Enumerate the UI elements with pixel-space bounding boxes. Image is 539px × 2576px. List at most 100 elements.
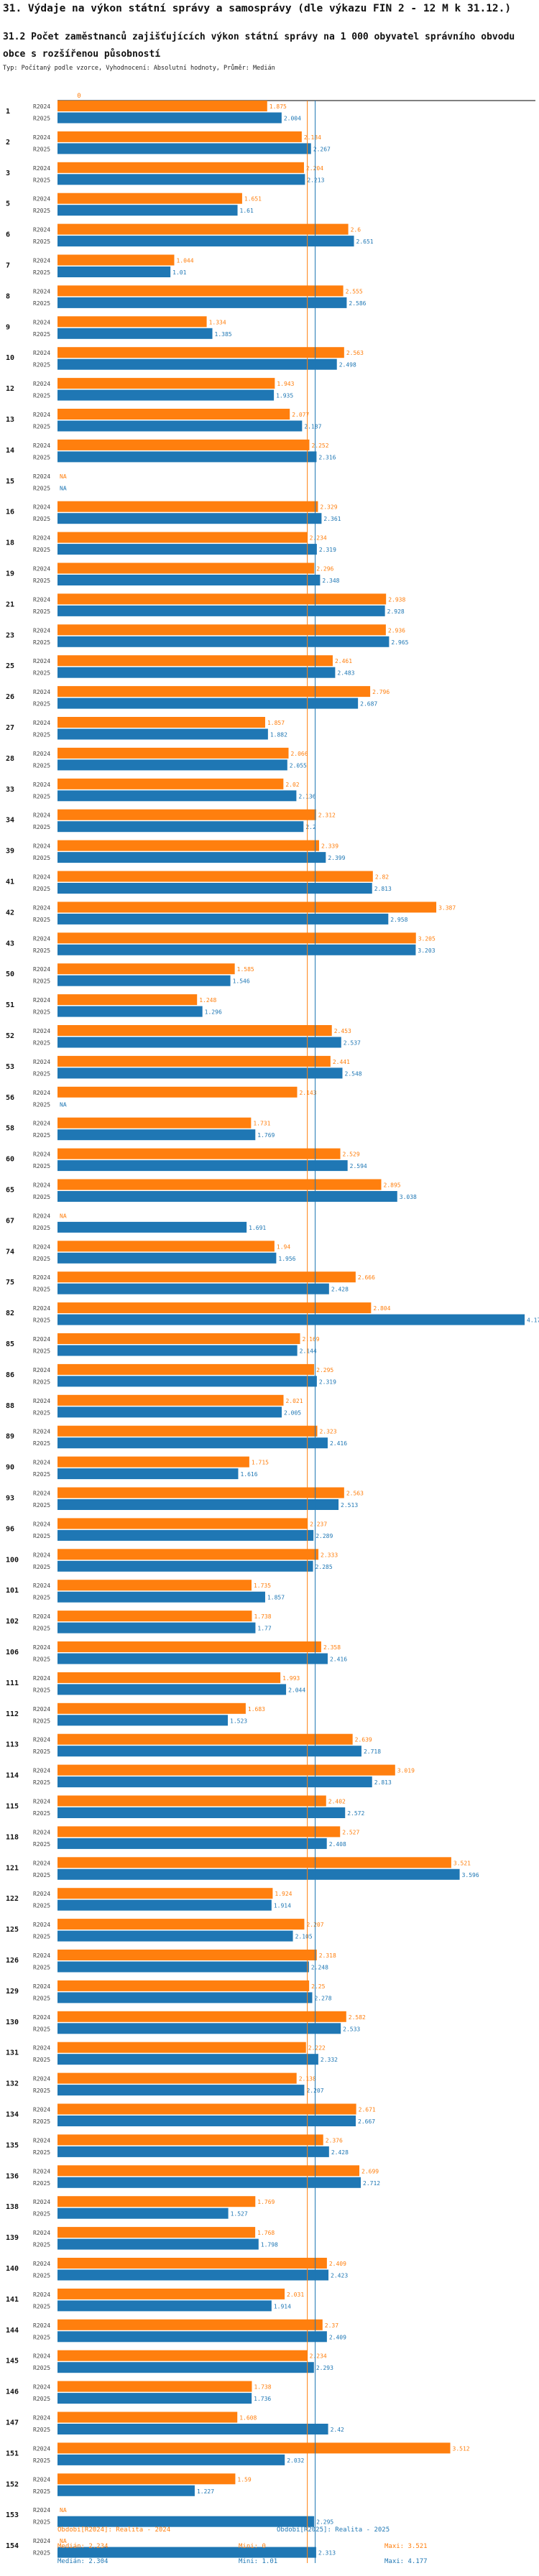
data-label: 3.038 [400, 1194, 417, 1200]
data-label: 2.237 [310, 1521, 327, 1527]
data-label: 2.02 [285, 782, 299, 788]
series-label: R2024 [33, 1737, 50, 1743]
data-label: 1.61 [240, 208, 254, 214]
data-label: 2.37 [325, 2322, 338, 2329]
series-label: R2024 [33, 1059, 50, 1065]
data-label: 2.312 [318, 812, 336, 819]
bar-r2024 [57, 809, 316, 820]
data-label: 3.019 [397, 1768, 415, 1774]
series-label: R2025 [33, 886, 50, 892]
category-label: 86 [6, 1371, 14, 1379]
series-label: R2025 [33, 2242, 50, 2248]
data-label: 2.563 [346, 1491, 364, 1497]
data-label: 2.143 [299, 1090, 316, 1096]
series-label: R2025 [33, 639, 50, 646]
data-label: 2.804 [373, 1305, 390, 1312]
bar-r2025 [57, 236, 354, 247]
category-label: 43 [6, 940, 14, 948]
data-label: 1.857 [267, 1595, 285, 1601]
data-label: 1.769 [257, 1132, 275, 1139]
category-label: 152 [6, 2480, 19, 2488]
bar-r2024 [57, 101, 267, 111]
data-label: 2.928 [387, 608, 405, 615]
data-label: 2.234 [310, 535, 327, 542]
data-label: 2.529 [343, 1152, 360, 1158]
series-label: R2024 [33, 2045, 50, 2052]
data-label: 1.914 [274, 1903, 291, 1909]
category-label: 130 [6, 2019, 19, 2026]
category-label: 101 [6, 1587, 19, 1595]
data-label: 2.453 [334, 1028, 351, 1034]
data-label: 2.527 [342, 1829, 359, 1835]
bar-r2025 [57, 544, 317, 555]
bar-r2024 [57, 1919, 305, 1930]
bar-r2024 [57, 1025, 332, 1036]
bar-r2024 [57, 1148, 341, 1159]
series-label: R2025 [33, 1810, 50, 1817]
series-label: R2025 [33, 1903, 50, 1909]
data-label: 2.82 [375, 874, 389, 881]
series-label: R2024 [33, 1860, 50, 1866]
bar-r2024 [57, 717, 265, 728]
series-label: R2025 [33, 2457, 50, 2464]
series-label: R2024 [33, 1583, 50, 1589]
data-label: 2.055 [290, 762, 307, 769]
data-label: 2.066 [290, 751, 308, 757]
bar-r2025 [57, 1930, 293, 1942]
series-label: R2024 [33, 1121, 50, 1127]
data-label: 2.248 [311, 1965, 328, 1971]
series-label: R2025 [33, 424, 50, 430]
data-label: 1.715 [252, 1460, 269, 1466]
data-label: 2.329 [320, 504, 337, 511]
bar-r2025 [57, 913, 389, 925]
bar-r2024 [57, 2288, 285, 2299]
category-label: 23 [6, 631, 14, 639]
series-label: R2025 [33, 1194, 50, 1200]
series-label: R2024 [33, 350, 50, 356]
data-label: 1.94 [277, 1243, 290, 1250]
data-label: 1.738 [254, 1613, 271, 1620]
category-label: 18 [6, 539, 14, 547]
series-label: R2024 [33, 904, 50, 911]
bar-r2025 [57, 821, 304, 833]
data-label: 2.594 [350, 1163, 367, 1169]
bar-r2024 [57, 963, 235, 975]
bar-r2025 [57, 605, 385, 616]
data-label: 2.958 [390, 917, 407, 923]
series-label: R2025 [33, 855, 50, 861]
bar-r2024 [57, 1363, 315, 1375]
series-label: R2025 [33, 2396, 50, 2402]
category-label: 2 [6, 139, 10, 147]
bar-r2024 [57, 2350, 308, 2361]
bar-r2025 [57, 112, 282, 124]
data-label: 1.683 [248, 1706, 265, 1713]
bar-r2024 [57, 2011, 346, 2022]
bar-r2025 [57, 1684, 287, 1695]
series-label: R2024 [33, 535, 50, 542]
data-label: 1.77 [257, 1626, 271, 1632]
series-label: R2024 [33, 1152, 50, 1158]
data-label: 2.077 [292, 412, 309, 418]
category-label: 126 [6, 1957, 19, 1965]
data-label: 2.513 [341, 1502, 358, 1509]
series-label: R2025 [33, 146, 50, 152]
category-label: 7 [6, 262, 10, 270]
data-label: 2.416 [330, 1440, 347, 1447]
bar-r2024 [57, 1980, 310, 1991]
data-label: 2.278 [314, 1995, 331, 2001]
series-label: R2024 [33, 319, 50, 325]
bar-r2025 [57, 2023, 341, 2034]
bar-r2025 [57, 575, 321, 585]
category-label: 93 [6, 1495, 14, 1503]
bar-r2024 [57, 1086, 298, 1098]
data-label: 3.205 [418, 935, 436, 942]
data-label: 2.895 [384, 1182, 401, 1189]
series-label: R2024 [33, 1429, 50, 1435]
category-label: 96 [6, 1525, 14, 1533]
series-label: R2025 [33, 2519, 50, 2526]
data-label: 1.01 [172, 269, 186, 276]
series-label: R2024 [33, 1922, 50, 1928]
data-label: 2.285 [315, 1564, 333, 1570]
bar-r2025 [57, 2116, 356, 2126]
data-label: 1.651 [244, 196, 262, 203]
